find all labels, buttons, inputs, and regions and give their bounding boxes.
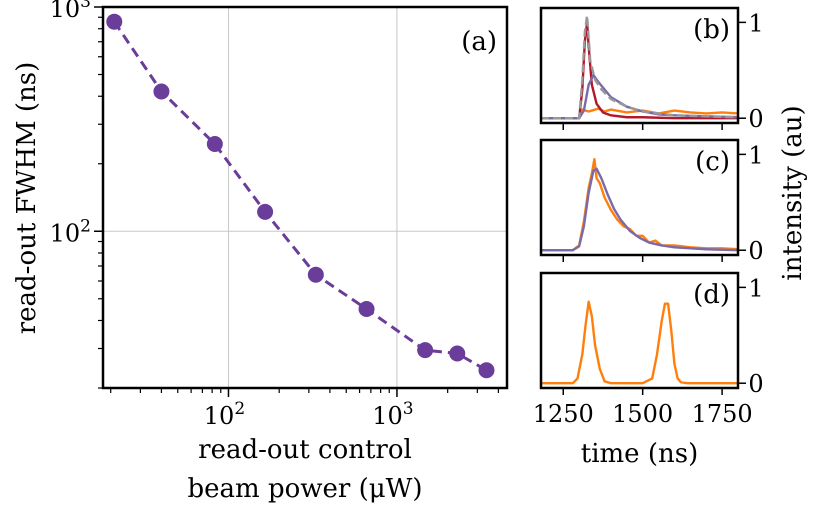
y-tick-label: 1	[748, 274, 763, 302]
panel-label: (b)	[693, 15, 730, 45]
y-tick-label: 1	[748, 9, 763, 37]
trace-line	[541, 21, 738, 120]
x-tick-label: 103	[372, 399, 413, 430]
y-tick-label: 102	[50, 216, 91, 247]
data-point	[106, 13, 123, 30]
x-tick-label: 1750	[692, 400, 753, 428]
x-tick-label: 102	[204, 399, 245, 430]
axes-frame	[539, 6, 740, 125]
y-axis-label-intensity: intensity (au)	[778, 105, 808, 280]
y-tick-label: 0	[748, 237, 763, 265]
panel-label: (c)	[695, 147, 730, 177]
trace-line	[541, 73, 739, 120]
data-point	[358, 301, 375, 318]
axes-frame	[539, 271, 740, 390]
trace-line	[541, 14, 739, 120]
data-point	[206, 135, 223, 152]
data-point	[449, 345, 466, 362]
data-point	[417, 342, 434, 359]
trace-line	[541, 107, 739, 120]
y-tick-label: 0	[748, 105, 763, 133]
x-axis-label-line1: read-out control	[198, 435, 412, 465]
axes-frame-a	[101, 5, 509, 390]
data-point	[307, 266, 324, 283]
data-point	[478, 362, 495, 379]
axes-frame	[539, 138, 740, 257]
panel-label-a: (a)	[461, 27, 497, 57]
x-axis-label-time: time (ns)	[581, 439, 698, 469]
trace-line	[541, 167, 739, 252]
data-point	[153, 83, 170, 100]
y-tick-label: 1	[748, 141, 763, 169]
data-point	[257, 203, 274, 220]
y-tick-label: 103	[50, 0, 91, 23]
x-tick-label: 1250	[533, 400, 594, 428]
y-axis-label: read-out FWHM (ns)	[12, 62, 42, 335]
y-tick-label: 0	[748, 370, 763, 398]
x-tick-label: 1500	[612, 400, 673, 428]
series-line	[113, 20, 488, 372]
x-axis-label-line2: beam power (μW)	[188, 474, 423, 504]
panel-label: (d)	[693, 280, 730, 310]
trace-line	[541, 300, 738, 385]
